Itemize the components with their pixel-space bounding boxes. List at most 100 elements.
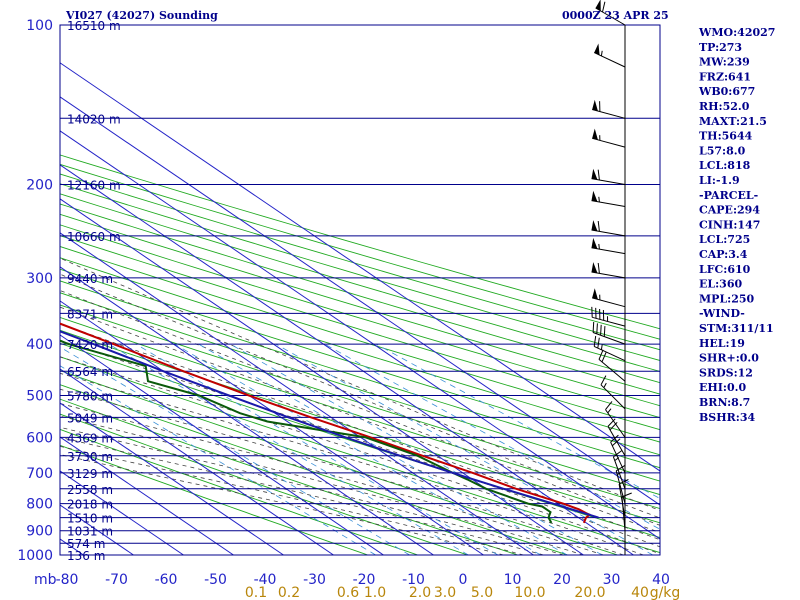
index-line: WB0:677 bbox=[698, 85, 755, 98]
station-title: VI027 (42027) Sounding bbox=[65, 9, 218, 22]
plot-frame bbox=[59, 24, 661, 556]
index-line: L57:8.0 bbox=[699, 144, 746, 157]
wind-barb-feather bbox=[607, 418, 616, 427]
index-line: LFC:610 bbox=[699, 263, 751, 276]
wind-barb-feather bbox=[600, 324, 602, 336]
wind-barb bbox=[598, 349, 626, 382]
dry-adiabat bbox=[60, 304, 660, 496]
temperature-tick-label: -40 bbox=[254, 572, 277, 588]
moist-adiabat bbox=[60, 323, 660, 541]
dry-adiabat bbox=[60, 280, 660, 469]
moist-adiabat bbox=[60, 356, 660, 555]
height-label: 1031 m bbox=[67, 525, 113, 539]
wind-barb-flag bbox=[591, 168, 598, 180]
wind-barb-feather bbox=[618, 478, 629, 485]
wind-barb bbox=[592, 99, 626, 119]
dry-adiabat bbox=[60, 163, 660, 340]
height-label: 574 m bbox=[67, 537, 105, 551]
wind-barb-half-feather bbox=[607, 408, 612, 414]
wind-barb-flag bbox=[591, 237, 598, 249]
index-line: -PARCEL- bbox=[699, 189, 758, 202]
isotherm bbox=[60, 62, 660, 472]
pressure-tick-label: 300 bbox=[26, 271, 53, 287]
wind-barb bbox=[593, 335, 626, 362]
isotherms bbox=[60, 62, 660, 555]
temperature-tick-label: 10 bbox=[504, 572, 522, 588]
mixing-ratio-line bbox=[108, 343, 469, 555]
wind-barb bbox=[607, 418, 626, 457]
temperature-tick-label: -60 bbox=[155, 572, 178, 588]
wind-barb bbox=[621, 492, 632, 531]
wind-barb-staff bbox=[598, 359, 626, 382]
dry-adiabat bbox=[60, 268, 660, 456]
height-labels: 16510 m 14020 m 12160 m 10660 m 9440 m 8371 m… bbox=[67, 19, 121, 563]
wind-barb-flag bbox=[592, 99, 598, 112]
wind-barb-feather bbox=[596, 323, 598, 334]
height-label: 12160 m bbox=[67, 179, 121, 193]
wind-barb bbox=[612, 450, 626, 489]
mixing-ratio-tick-label: 0.1 bbox=[245, 585, 267, 600]
dewpoint-trace bbox=[60, 339, 553, 524]
mixing-ratio-line bbox=[135, 343, 499, 555]
wind-barb-staff bbox=[593, 52, 626, 68]
dry-adiabat bbox=[60, 316, 660, 510]
temperature-tick-label: -80 bbox=[56, 572, 79, 588]
mixing-ratio-tick-label: 0.2 bbox=[278, 585, 300, 600]
wind-barb-flag bbox=[591, 190, 598, 202]
dry-adiabat bbox=[60, 428, 418, 555]
index-line: TP:273 bbox=[699, 41, 742, 54]
wind-barb-feather bbox=[611, 438, 621, 447]
dry-adiabat bbox=[60, 329, 660, 524]
mixing-ratio-tick-label: 40 bbox=[631, 585, 649, 600]
wind-barb bbox=[592, 288, 626, 308]
index-line: CAPE:294 bbox=[699, 204, 760, 217]
wind-barb bbox=[592, 128, 626, 148]
wind-barb-feather bbox=[609, 421, 618, 431]
dry-adiabat bbox=[60, 444, 368, 555]
height-label: 2018 m bbox=[67, 498, 113, 512]
moist-adiabat bbox=[60, 306, 660, 533]
height-label: 1510 m bbox=[67, 512, 113, 526]
temperature-tick-label: -30 bbox=[303, 572, 326, 588]
dry-adiabat bbox=[60, 213, 660, 395]
index-line: MAXT:21.5 bbox=[699, 115, 767, 128]
mixing-ratio-tick-label: 1.0 bbox=[364, 585, 386, 600]
index-line: SRDS:12 bbox=[699, 366, 753, 379]
dry-adiabat bbox=[60, 203, 660, 384]
wind-barb-half-feather bbox=[600, 344, 603, 350]
index-line: LI:-1.9 bbox=[699, 174, 740, 187]
wind-barb-feather bbox=[610, 434, 619, 443]
wind-barb-staff bbox=[591, 200, 626, 207]
index-line: BSHR:34 bbox=[699, 411, 755, 424]
parcel-trace bbox=[60, 330, 599, 519]
temperature-tick-label: 40 bbox=[652, 572, 670, 588]
index-line: BRN:8.7 bbox=[699, 396, 750, 409]
mixing-ratio-tick-label: 0.6 bbox=[337, 585, 359, 600]
wind-barb bbox=[600, 375, 626, 410]
mixing-ratio-tick-label: g/kg bbox=[650, 585, 681, 600]
pressure-tick-label: 500 bbox=[26, 389, 53, 405]
index-line: MW:239 bbox=[699, 56, 750, 69]
pressure-unit-label: mb bbox=[34, 572, 57, 588]
index-line: LCL:818 bbox=[699, 159, 751, 172]
pressure-tick-label: 100 bbox=[26, 18, 53, 34]
wind-barb-flag bbox=[595, 0, 601, 11]
temperature-tick-label: 20 bbox=[553, 572, 571, 588]
wind-barb-feather bbox=[613, 450, 622, 458]
wind-barb-half-feather bbox=[598, 196, 600, 203]
isotherm bbox=[60, 334, 384, 555]
pressure-tick-label: 600 bbox=[26, 430, 53, 446]
isotherm bbox=[60, 164, 634, 555]
moist-adiabat bbox=[60, 339, 660, 548]
mixing-ratio-tick-label: 2.0 bbox=[409, 585, 431, 600]
isotherm bbox=[60, 266, 484, 555]
dry-adiabat bbox=[60, 173, 660, 351]
height-label: 14020 m bbox=[67, 112, 121, 126]
wind-barb-flag bbox=[592, 128, 598, 140]
height-label: 8371 m bbox=[67, 307, 113, 321]
wind-barb-feather bbox=[601, 352, 607, 363]
wind-barb-feather bbox=[593, 335, 597, 347]
